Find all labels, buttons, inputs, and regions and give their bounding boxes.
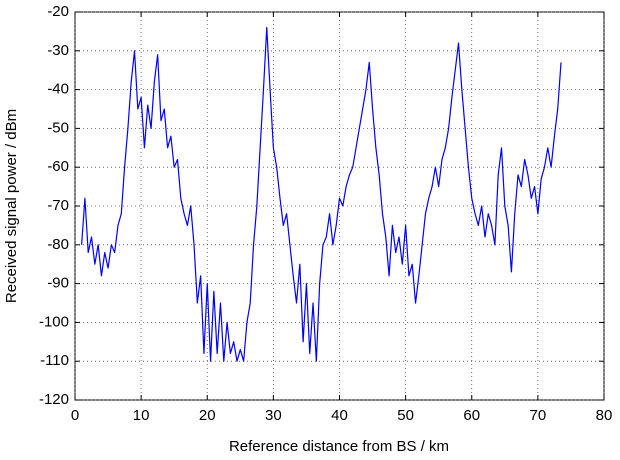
y-tick-label: -40 [47,81,69,98]
x-tick-label: 10 [133,407,150,424]
x-tick-label: 0 [71,407,79,424]
y-axis-label: Received signal power / dBm [3,109,20,303]
x-tick-label: 20 [199,407,216,424]
y-tick-label: -70 [47,197,69,214]
x-tick-label: 80 [596,407,613,424]
y-tick-label: -100 [39,313,69,330]
x-tick-label: 40 [331,407,348,424]
y-tick-label: -30 [47,42,69,59]
y-tick-label: -20 [47,3,69,20]
y-tick-label: -120 [39,391,69,408]
x-tick-label: 70 [530,407,547,424]
y-tick-label: -90 [47,275,69,292]
y-tick-label: -60 [47,158,69,175]
x-tick-label: 50 [397,407,414,424]
y-tick-label: -50 [47,119,69,136]
x-axis-label: Reference distance from BS / km [229,438,449,455]
x-tick-label: 30 [265,407,282,424]
x-tick-label: 60 [463,407,480,424]
data-line [81,26,562,362]
y-tick-label: -110 [40,352,69,369]
y-tick-label: -80 [47,236,69,253]
